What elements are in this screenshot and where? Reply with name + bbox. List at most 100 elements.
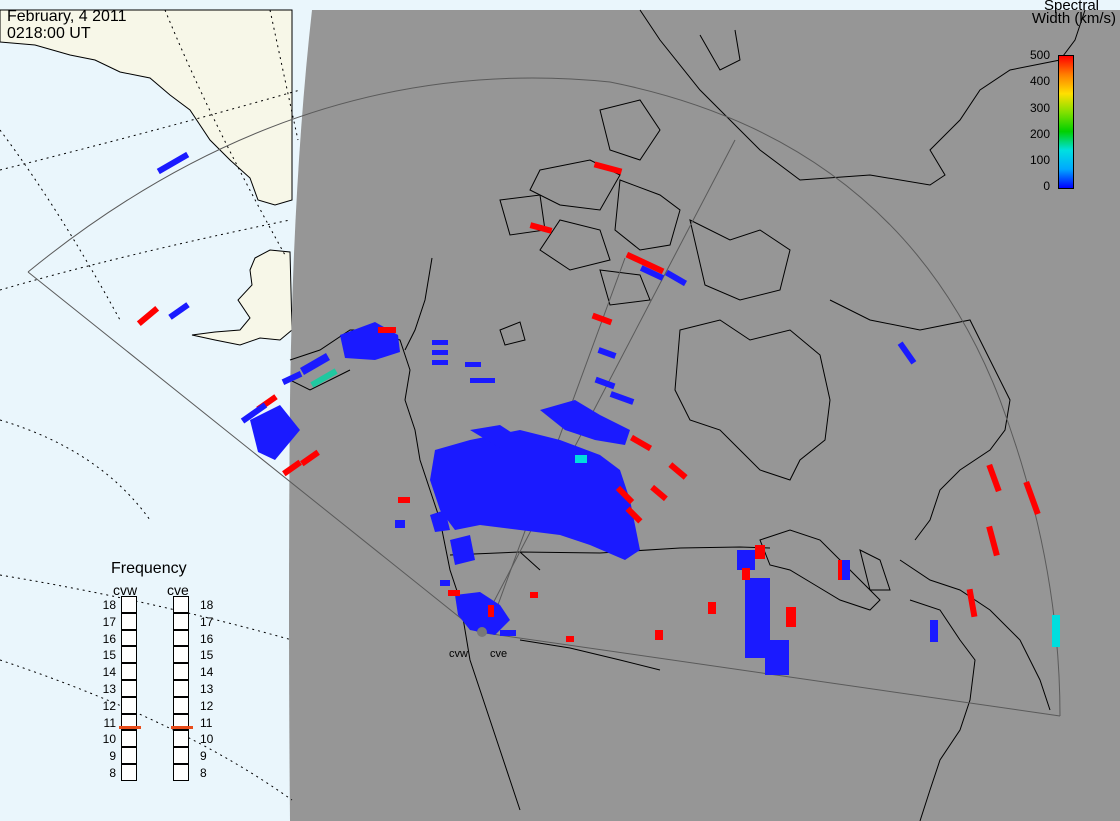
scatter-cell bbox=[156, 151, 190, 175]
colorbar-tick-label: 500 bbox=[1029, 48, 1050, 62]
scatter-cell bbox=[986, 525, 1000, 557]
scatter-cell bbox=[432, 350, 448, 355]
scatter-cell bbox=[629, 434, 653, 452]
frequency-cell bbox=[173, 663, 189, 680]
scatter-cell bbox=[281, 371, 303, 385]
scatter-cell bbox=[395, 520, 405, 528]
scatter-cell bbox=[615, 485, 635, 505]
frequency-cell bbox=[121, 646, 137, 664]
frequency-title: Frequency bbox=[111, 560, 187, 577]
scatter-cell bbox=[842, 560, 850, 580]
scatter-cell bbox=[1052, 615, 1060, 647]
scatter-cell bbox=[575, 455, 587, 463]
frequency-cell bbox=[121, 747, 137, 764]
scatter-cell bbox=[986, 463, 1002, 493]
frequency-cell bbox=[121, 663, 137, 680]
time-label: 0218:00 UT bbox=[7, 25, 91, 42]
frequency-tick-label: 8 bbox=[109, 766, 116, 780]
frequency-tick-label: 13 bbox=[200, 682, 214, 696]
scatter-cell bbox=[430, 430, 640, 560]
coastlines bbox=[289, 9, 1086, 821]
scatter-cell bbox=[755, 545, 765, 559]
scatter-cell bbox=[966, 588, 978, 618]
scatter-cell bbox=[1023, 480, 1041, 516]
frequency-tick-label: 14 bbox=[200, 665, 214, 680]
colorbar-tick-label: 0 bbox=[1043, 179, 1050, 194]
scatter-cell bbox=[737, 550, 755, 570]
scatter-cell bbox=[742, 568, 750, 580]
station-marker bbox=[477, 627, 487, 637]
scatter-cell bbox=[310, 368, 338, 388]
scatter-cell bbox=[488, 605, 494, 617]
frequency-tick-label: 17 bbox=[200, 614, 214, 629]
scatter-cell bbox=[708, 602, 716, 614]
backscatter-cells bbox=[136, 151, 1060, 675]
scatter-cell bbox=[597, 347, 617, 359]
colorbar-tick-label: 400 bbox=[1029, 74, 1050, 89]
frequency-cell bbox=[173, 696, 189, 714]
scatter-cell bbox=[668, 462, 688, 480]
frequency-tick-label: 15 bbox=[102, 648, 116, 663]
frequency-tick-label: 11 bbox=[200, 715, 213, 730]
scatter-cell bbox=[282, 459, 302, 477]
colorbar-gradient bbox=[1058, 55, 1074, 189]
scatter-cell bbox=[500, 630, 516, 636]
scatter-cell bbox=[594, 376, 616, 390]
scatter-cell bbox=[250, 405, 300, 460]
frequency-cell bbox=[173, 680, 189, 697]
daylight-land bbox=[191, 249, 293, 346]
scatter-cell bbox=[440, 580, 450, 586]
scatter-cell bbox=[897, 341, 917, 365]
scatter-cell bbox=[609, 391, 635, 405]
scatter-cell bbox=[465, 362, 481, 367]
scatter-cell bbox=[786, 607, 796, 627]
scatter-cell bbox=[530, 592, 538, 598]
colorbar-tick-label: 300 bbox=[1029, 100, 1050, 115]
scatter-cell bbox=[398, 497, 410, 503]
scatter-cell bbox=[432, 360, 448, 365]
scatter-cell bbox=[136, 305, 160, 327]
frequency-cell bbox=[121, 629, 137, 647]
frequency-cell bbox=[121, 680, 137, 697]
scatter-cell bbox=[529, 222, 553, 234]
station-label: cvw bbox=[449, 648, 468, 660]
frequency-radar-label: cve bbox=[167, 582, 189, 598]
scatter-cell bbox=[655, 630, 663, 640]
frequency-tick-label: 18 bbox=[102, 598, 116, 612]
frequency-marker bbox=[171, 726, 193, 730]
frequency-cell bbox=[173, 612, 189, 630]
colorbar-tick-label: 200 bbox=[1029, 126, 1050, 141]
frequency-tick-label: 11 bbox=[103, 715, 116, 730]
frequency-tick-label: 15 bbox=[200, 648, 214, 663]
frequency-cell bbox=[173, 747, 189, 764]
frequency-cell bbox=[121, 612, 137, 630]
colorbar-tick-label: 100 bbox=[1029, 153, 1050, 168]
frequency-cell bbox=[173, 764, 189, 781]
scatter-cell bbox=[455, 592, 510, 635]
scatter-cell bbox=[930, 620, 938, 642]
scatter-cell bbox=[300, 449, 320, 467]
scatter-cell bbox=[432, 340, 448, 345]
scatter-cell bbox=[240, 402, 268, 424]
frequency-tick-label: 17 bbox=[102, 614, 116, 629]
frequency-tick-label: 18 bbox=[200, 598, 214, 612]
frequency-tick-label: 10 bbox=[200, 732, 214, 747]
scatter-cell bbox=[168, 302, 190, 320]
scatter-cell bbox=[540, 400, 630, 445]
frequency-cell bbox=[121, 596, 137, 613]
frequency-tick-label: 8 bbox=[200, 766, 207, 780]
daylight-land bbox=[0, 9, 293, 206]
frequency-tick-label: 12 bbox=[200, 698, 214, 713]
frequency-cell bbox=[173, 629, 189, 647]
frequency-tick-label: 10 bbox=[102, 732, 116, 747]
scatter-cell bbox=[625, 506, 643, 524]
frequency-cell bbox=[173, 646, 189, 664]
frequency-cell bbox=[121, 696, 137, 714]
frequency-cell bbox=[121, 730, 137, 748]
station-label: cve bbox=[490, 648, 508, 660]
scatter-cell bbox=[650, 484, 668, 502]
frequency-cell bbox=[173, 730, 189, 748]
frequency-tick-label: 16 bbox=[200, 631, 214, 646]
